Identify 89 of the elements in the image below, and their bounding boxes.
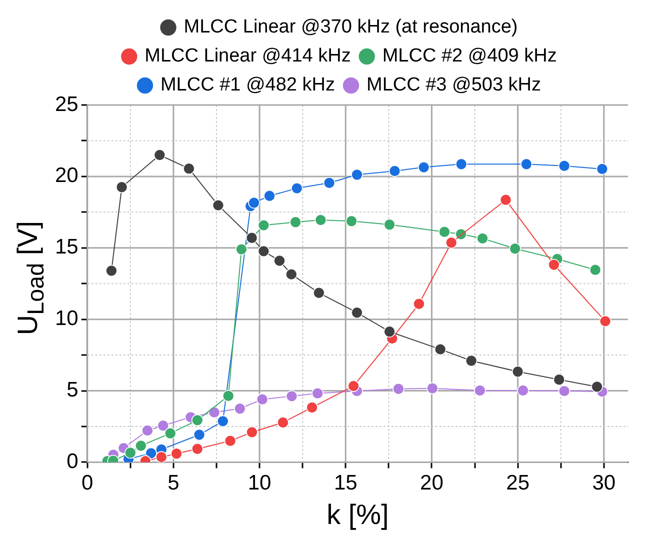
point	[445, 236, 458, 248]
point	[558, 385, 570, 397]
point	[323, 176, 336, 189]
point	[234, 402, 246, 415]
point	[599, 315, 612, 328]
point	[351, 168, 363, 181]
point	[434, 343, 446, 356]
point	[106, 264, 118, 277]
point	[384, 326, 396, 338]
point	[465, 354, 478, 367]
x-tick-label: 5	[168, 472, 180, 495]
point	[256, 393, 268, 406]
x-tick-label: 20	[420, 472, 444, 495]
point	[258, 219, 270, 232]
point	[208, 406, 220, 418]
point	[426, 382, 438, 394]
point	[348, 380, 360, 392]
point	[277, 416, 289, 428]
point	[314, 214, 327, 226]
point	[246, 232, 258, 244]
point	[157, 420, 170, 432]
point	[438, 226, 450, 238]
point	[520, 158, 532, 170]
x-tick-label: 0	[82, 472, 94, 495]
y-tick-label: 20	[55, 164, 78, 188]
point	[191, 414, 204, 426]
point	[264, 190, 276, 202]
point	[193, 428, 206, 441]
point	[183, 162, 195, 174]
point	[246, 426, 258, 438]
point	[591, 380, 603, 393]
point	[248, 196, 260, 209]
point	[154, 149, 166, 161]
point	[312, 387, 324, 400]
point	[306, 402, 318, 414]
point	[517, 384, 529, 396]
y-tick-label: 0	[66, 450, 78, 473]
point	[351, 306, 363, 319]
y-tick-label: 5	[66, 378, 78, 402]
legend-label: MLCC Linear @370 kHz (at resonance)	[184, 16, 518, 38]
point	[290, 216, 302, 228]
point	[553, 374, 566, 386]
point	[222, 390, 234, 402]
point	[313, 286, 325, 299]
point	[170, 448, 182, 460]
x-tick-label: 25	[506, 472, 530, 495]
legend-label: MLCC #3 @503 kHz	[366, 74, 542, 96]
y-tick-label: 15	[55, 236, 78, 259]
point	[124, 446, 136, 459]
point	[274, 254, 286, 267]
point	[474, 384, 486, 396]
y-tick-label: 25	[55, 92, 78, 116]
point	[548, 258, 560, 271]
point	[216, 415, 229, 428]
point	[413, 298, 425, 310]
x-axis-title: k [%]	[326, 498, 389, 530]
point	[558, 160, 570, 172]
point	[155, 451, 168, 462]
point	[388, 165, 401, 177]
point	[258, 245, 270, 258]
point	[346, 215, 358, 228]
point	[392, 383, 404, 395]
x-tick-label: 30	[592, 472, 616, 495]
y-tick-label: 10	[55, 307, 78, 330]
point	[236, 243, 248, 256]
legend-label: MLCC #2 @409 kHz	[382, 46, 557, 67]
point	[191, 443, 204, 455]
point	[455, 158, 468, 170]
legend-label: MLCC Linear @414 kHz	[144, 46, 351, 67]
point	[135, 440, 147, 452]
legend-label: MLCC #1 @482 kHz	[160, 74, 336, 96]
x-tick-label: 10	[248, 472, 272, 495]
point	[384, 218, 396, 230]
point	[286, 390, 298, 402]
point	[224, 435, 236, 447]
point	[164, 427, 176, 440]
point	[212, 199, 224, 212]
x-tick-label: 15	[334, 472, 358, 495]
point	[142, 424, 154, 436]
point	[509, 242, 521, 254]
point	[512, 366, 524, 378]
point	[500, 194, 512, 206]
point	[596, 163, 608, 175]
point	[285, 268, 298, 280]
point	[589, 264, 602, 276]
point	[418, 161, 430, 174]
point	[291, 182, 303, 194]
point	[476, 232, 488, 244]
point	[116, 181, 128, 194]
